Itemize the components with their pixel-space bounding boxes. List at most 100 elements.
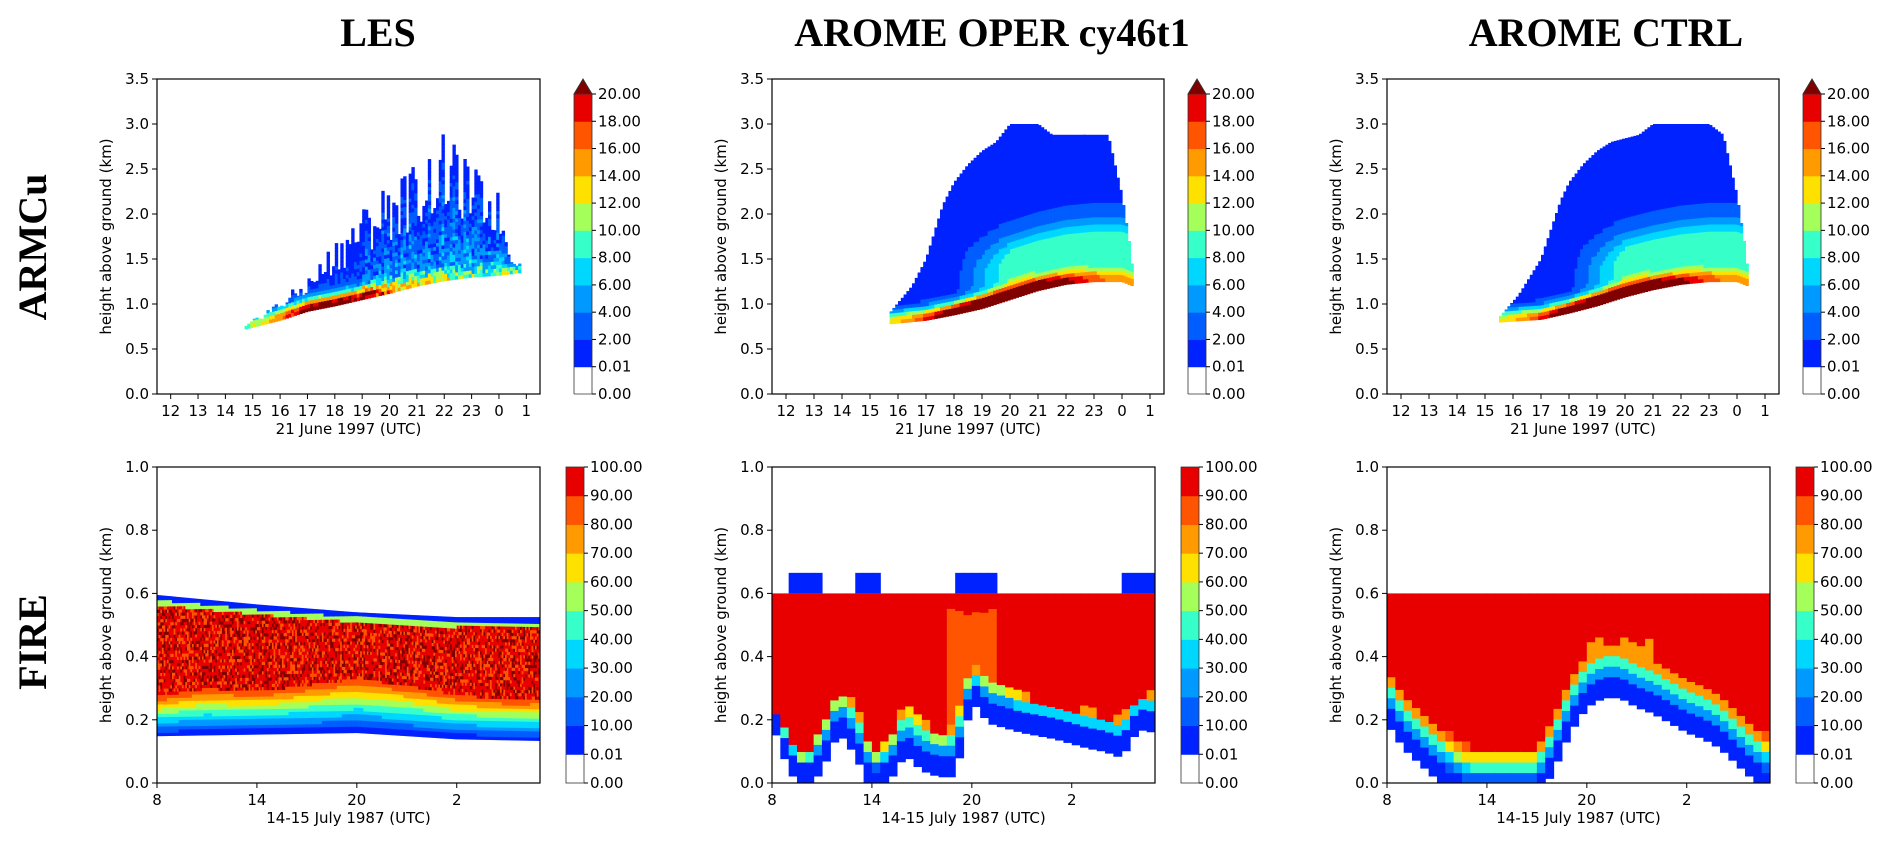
colorbar-tick-label: 12.00 — [1827, 194, 1870, 212]
colorbar-outline — [1795, 466, 1815, 784]
colorbar-tick-label: 2.00 — [598, 330, 631, 348]
x-tick-label: 22 — [1671, 402, 1690, 420]
x-tick-label: 15 — [860, 402, 879, 420]
colorbar-tick-label: 10.00 — [1212, 221, 1255, 239]
colorbar-segment — [1181, 610, 1199, 640]
colorbar-tick-label: 6.00 — [598, 276, 631, 294]
panel-armcu-3: 0.0 0.5 1.0 1.5 2.0 2.5 3.0 3.5 12 13 14 15 16 17 18 19… — [1327, 70, 1870, 438]
colorbar-tick-label: 60.00 — [1820, 573, 1863, 591]
x-axis-label: 21 June 1997 (UTC) — [276, 420, 422, 438]
colorbar-segment — [1181, 639, 1199, 669]
x-tick-label: 22 — [435, 402, 454, 420]
colorbar-segment — [1188, 203, 1206, 231]
colorbar-segment — [574, 230, 592, 259]
colorbar-outline — [1187, 78, 1207, 395]
x-tick-label: 19 — [1587, 402, 1606, 420]
colorbar-segment — [1796, 524, 1814, 554]
y-tick-label: 0.2 — [1355, 711, 1379, 729]
y-tick-label: 0.5 — [740, 340, 764, 358]
x-tick-label: 14 — [1447, 402, 1466, 420]
colorbar-tick-label: 12.00 — [598, 194, 641, 212]
col-title-les: LES — [340, 10, 416, 55]
x-tick-label: 13 — [188, 402, 207, 420]
colorbar-segment — [574, 175, 592, 204]
colorbar-tick-label: 18.00 — [1827, 112, 1870, 130]
axes-frame — [1386, 78, 1780, 395]
colorbar-tick-label: 0.00 — [1212, 385, 1245, 403]
colorbar-tick-label: 0.01 — [1820, 745, 1853, 763]
y-tick-label: 1.0 — [740, 458, 764, 476]
colorbar-tick-label: 10.00 — [598, 221, 641, 239]
panel-armcu-1: 0.0 0.5 1.0 1.5 2.0 2.5 3.0 3.5 12 13 14 15 16 17 18 19… — [97, 70, 641, 438]
x-tick-label: 20 — [962, 791, 981, 809]
colorbar-tick-label: 20.00 — [1212, 85, 1255, 103]
colorbar-tick-label: 50.00 — [1820, 602, 1863, 620]
colorbar-tick-label: 12.00 — [1212, 194, 1255, 212]
colorbar-segment — [1796, 467, 1814, 497]
x-tick-label: 15 — [243, 402, 262, 420]
y-tick-label: 0.4 — [740, 648, 764, 666]
colorbar-segment — [566, 495, 584, 525]
colorbar-segment — [1188, 230, 1206, 259]
x-tick-label: 0 — [494, 402, 504, 420]
colorbar-segment — [1181, 754, 1199, 784]
axes-frame — [156, 78, 541, 395]
x-tick-label: 17 — [298, 402, 317, 420]
colorbar-tick-label: 30.00 — [1205, 659, 1248, 677]
colorbar-segment — [1188, 257, 1206, 286]
col-title-arome-ctrl: AROME CTRL — [1469, 10, 1743, 55]
colorbar-tick-label: 20.00 — [1827, 85, 1870, 103]
colorbar-segment — [566, 696, 584, 727]
colorbar-tick-label: 40.00 — [1205, 630, 1248, 648]
x-tick-label: 19 — [972, 402, 991, 420]
colorbar-tick-label: 16.00 — [1212, 140, 1255, 158]
colorbar-tick-label: 6.00 — [1212, 276, 1245, 294]
colorbar-tick-label: 0.01 — [598, 358, 631, 376]
colorbar-tick-label: 18.00 — [598, 112, 641, 130]
colorbar-tick-label: 90.00 — [1820, 487, 1863, 505]
colorbar-segment — [1796, 668, 1814, 698]
colorbar-tick-label: 20.00 — [590, 688, 633, 706]
colorbar-segment — [1181, 581, 1199, 612]
colorbar-tick-label: 100.00 — [1205, 458, 1258, 476]
y-axis-label: height above ground (km) — [1327, 527, 1345, 723]
colorbar-tick-label: 20.00 — [1820, 688, 1863, 706]
panel-fire-1: 0.0 0.2 0.4 0.6 0.8 1.0 8 14 20 2 14-15 July 1987 … — [97, 458, 643, 827]
colorbar-segment — [574, 148, 592, 177]
x-tick-label: 18 — [325, 402, 344, 420]
y-tick-label: 0.6 — [740, 584, 764, 602]
y-tick-label: 1.0 — [125, 295, 149, 313]
y-tick-label: 0.8 — [125, 521, 149, 539]
colorbar-tick-label: 0.00 — [1820, 774, 1853, 792]
colorbar-segment — [574, 366, 592, 395]
y-tick-label: 3.5 — [1355, 70, 1379, 88]
colorbar-segment — [1181, 696, 1199, 727]
colorbar-tick-label: 16.00 — [598, 140, 641, 158]
y-tick-label: 0.2 — [740, 711, 764, 729]
colorbar-tick-label: 16.00 — [1827, 140, 1870, 158]
colorbar-tick-label: 0.01 — [590, 745, 623, 763]
x-tick-label: 8 — [152, 791, 162, 809]
x-tick-label: 20 — [347, 791, 366, 809]
colorbar: 0.00 0.01 2.00 4.00 6.00 8.00 10.00 12.00 14.00 1… — [573, 78, 641, 403]
colorbar-tick-label: 4.00 — [598, 303, 631, 321]
x-tick-label: 1 — [522, 402, 532, 420]
data-field — [1499, 124, 1749, 323]
y-tick-label: 2.0 — [1355, 205, 1379, 223]
y-tick-label: 1.0 — [125, 458, 149, 476]
colorbar-tick-label: 70.00 — [1205, 544, 1248, 562]
x-tick-label: 23 — [462, 402, 481, 420]
colorbar-segment — [1796, 754, 1814, 784]
data-field — [889, 124, 1134, 325]
colorbar-segment — [1796, 495, 1814, 525]
x-tick-label: 2 — [1682, 791, 1692, 809]
colorbar-tick-label: 70.00 — [590, 544, 633, 562]
y-tick-label: 0.0 — [740, 774, 764, 792]
colorbar-tick-label: 0.00 — [1205, 774, 1238, 792]
y-tick-label: 1.5 — [1355, 250, 1379, 268]
colorbar-segment — [1796, 581, 1814, 612]
colorbar-segment — [1803, 230, 1821, 259]
data-field — [1387, 593, 1770, 783]
y-tick-label: 2.5 — [125, 160, 149, 178]
panel-fire-3: 0.0 0.2 0.4 0.6 0.8 1.0 8 14 20 2 14-15 July 1987 … — [1327, 458, 1873, 827]
